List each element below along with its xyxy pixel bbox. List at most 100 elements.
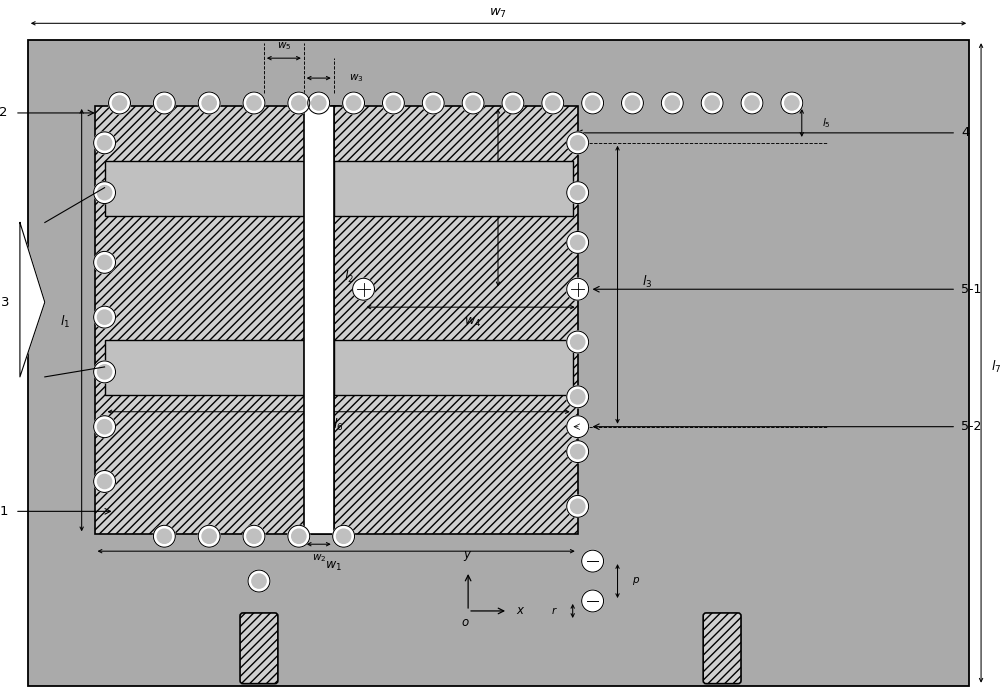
Circle shape [571,236,585,250]
Circle shape [542,92,564,114]
Circle shape [308,92,330,114]
Circle shape [585,96,600,110]
Circle shape [386,96,401,110]
Circle shape [94,415,116,438]
Circle shape [292,529,306,544]
Circle shape [97,136,112,150]
Circle shape [781,92,803,114]
Circle shape [462,92,484,114]
Bar [304,106,334,535]
Text: 3: 3 [1,296,9,309]
Circle shape [247,96,261,110]
Circle shape [292,96,306,110]
Text: $l_4$: $l_4$ [523,190,533,206]
FancyBboxPatch shape [703,613,741,684]
Text: $x$: $x$ [516,604,525,618]
Circle shape [571,499,585,514]
Text: $w_6$: $w_6$ [344,182,358,194]
Text: $w_5$: $w_5$ [277,40,291,52]
Circle shape [571,136,585,150]
Text: 2: 2 [0,107,8,119]
Text: $l_5$: $l_5$ [822,116,831,130]
Circle shape [247,529,261,544]
Circle shape [582,590,604,612]
Circle shape [665,96,679,110]
Circle shape [94,361,116,383]
Circle shape [705,96,719,110]
Circle shape [94,182,116,204]
Text: $l_2$: $l_2$ [344,269,354,285]
Circle shape [97,475,112,489]
Circle shape [112,96,127,110]
Bar [95,106,339,535]
Circle shape [312,96,326,110]
Circle shape [153,92,175,114]
Text: 5-2: 5-2 [961,420,982,434]
Circle shape [382,92,404,114]
Circle shape [198,526,220,547]
Text: $p$: $p$ [632,575,641,587]
Circle shape [288,92,310,114]
Circle shape [466,96,480,110]
Circle shape [567,231,589,254]
Text: $l_6$: $l_6$ [333,417,344,433]
Circle shape [97,420,112,434]
Circle shape [288,526,310,547]
Text: 5-1: 5-1 [961,283,982,296]
Circle shape [252,574,266,588]
Circle shape [582,550,604,572]
Text: $w_4$: $w_4$ [464,316,482,329]
Circle shape [567,441,589,463]
Circle shape [97,310,112,324]
Text: $w_1$: $w_1$ [325,560,342,573]
Bar [105,340,304,395]
Circle shape [571,445,585,459]
Circle shape [567,415,589,438]
Circle shape [353,278,374,300]
Circle shape [94,252,116,273]
Circle shape [571,335,585,349]
Bar [334,161,573,215]
Circle shape [97,365,112,379]
Circle shape [622,92,643,114]
Circle shape [567,496,589,517]
Circle shape [243,92,265,114]
Circle shape [202,96,216,110]
Circle shape [153,526,175,547]
Circle shape [741,92,763,114]
Text: $r$: $r$ [551,606,558,616]
Circle shape [333,526,355,547]
Circle shape [745,96,759,110]
Circle shape [157,96,171,110]
Circle shape [97,185,112,200]
Circle shape [157,529,171,544]
Text: $w_7$: $w_7$ [489,7,507,20]
Circle shape [571,390,585,404]
Circle shape [567,182,589,204]
Circle shape [248,570,270,592]
Circle shape [625,96,640,110]
Circle shape [109,92,130,114]
Text: $y$: $y$ [463,549,473,563]
Text: 4: 4 [961,126,970,139]
Bar [334,340,573,395]
Circle shape [336,529,351,544]
Circle shape [567,386,589,408]
Circle shape [198,92,220,114]
Text: $l_7$: $l_7$ [991,359,1000,375]
Text: $l_3$: $l_3$ [642,274,653,291]
Text: 1: 1 [0,505,8,518]
Circle shape [502,92,524,114]
Circle shape [506,96,520,110]
Circle shape [202,529,216,544]
Circle shape [567,132,589,154]
Circle shape [97,255,112,270]
Polygon shape [20,222,45,377]
Circle shape [422,92,444,114]
FancyBboxPatch shape [240,613,278,684]
Circle shape [701,92,723,114]
Circle shape [243,526,265,547]
Circle shape [785,96,799,110]
Bar [334,106,578,535]
Circle shape [567,331,589,353]
